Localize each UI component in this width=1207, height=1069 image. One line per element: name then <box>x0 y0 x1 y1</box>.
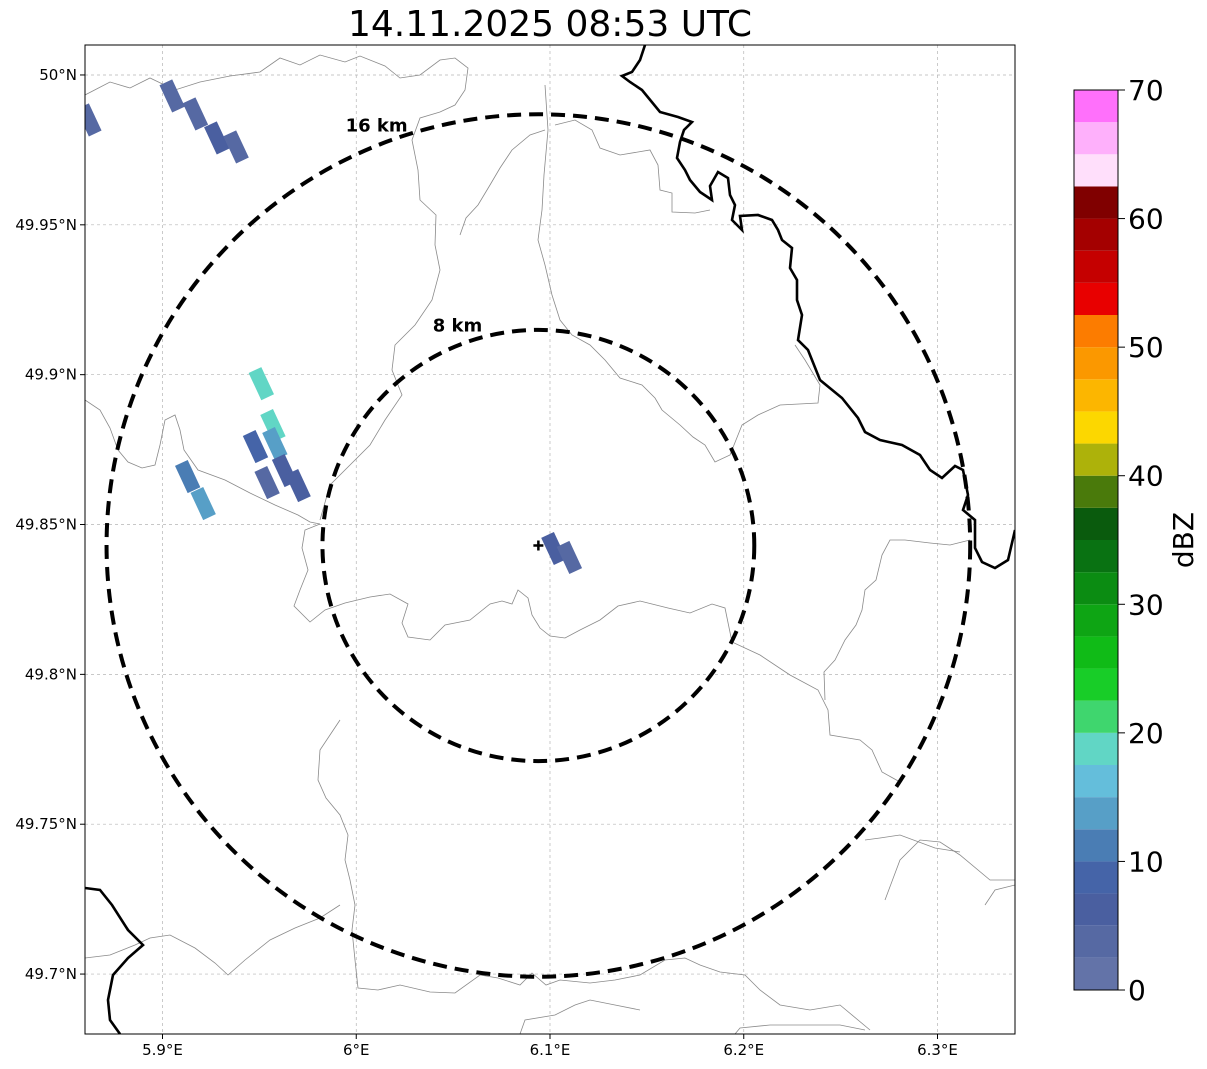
echo-cell-13 <box>190 486 216 521</box>
echo-cell-5 <box>248 367 274 401</box>
lat-tick-label-2: 49.8°N <box>25 665 77 683</box>
colorbar-tick-label-7: 70 <box>1128 74 1164 107</box>
colorbar-segment-16 <box>1074 443 1118 476</box>
colorbar-segment-23 <box>1074 218 1118 251</box>
municipal-boundaries <box>85 54 1015 1034</box>
echo-cell-0 <box>85 103 102 137</box>
echo-cell-6 <box>260 409 286 443</box>
colorbar: 0 10 20 30 40 50 60 70 dBZ <box>1073 74 1200 1007</box>
colorbar-segment-19 <box>1074 347 1118 380</box>
colorbar-segment-9 <box>1074 668 1118 701</box>
echo-cell-15 <box>556 540 583 575</box>
lat-tick-label-6: 50°N <box>39 66 77 84</box>
colorbar-tick-label-6: 60 <box>1128 203 1164 236</box>
colorbar-segment-25 <box>1074 154 1118 187</box>
colorbar-segment-2 <box>1074 893 1118 926</box>
colorbar-tick-label-2: 20 <box>1128 717 1164 750</box>
colorbar-segment-3 <box>1074 861 1118 894</box>
colorbar-segment-4 <box>1074 829 1118 862</box>
range-ring-label-1: 16 km <box>346 116 408 137</box>
colorbar-tick-label-1: 10 <box>1128 845 1164 878</box>
echo-cell-7 <box>242 430 269 464</box>
echo-cell-12 <box>175 460 201 494</box>
lon-tick-label-1: 6°E <box>343 1041 370 1059</box>
colorbar-segment-18 <box>1074 379 1118 412</box>
colorbar-tick-label-3: 30 <box>1128 588 1164 621</box>
colorbar-segment-26 <box>1074 122 1118 155</box>
colorbar-segment-1 <box>1074 925 1118 958</box>
colorbar-segment-20 <box>1074 315 1118 348</box>
lon-tick-label-2: 6.1°E <box>530 1041 571 1059</box>
radar-echoes <box>85 79 583 575</box>
echo-cell-14 <box>541 531 567 566</box>
colorbar-segment-7 <box>1074 732 1118 765</box>
radar-site-marker <box>533 540 544 551</box>
lon-tick-label-3: 6.2°E <box>723 1041 764 1059</box>
colorbar-segment-10 <box>1074 636 1118 669</box>
colorbar-segment-27 <box>1074 90 1118 123</box>
gridlines <box>85 45 1015 1034</box>
colorbar-tick-label-0: 0 <box>1128 974 1146 1007</box>
range-ring-0 <box>320 327 757 764</box>
colorbar-segment-0 <box>1074 957 1118 990</box>
colorbar-tick-label-4: 40 <box>1128 460 1164 493</box>
national-borders <box>85 45 1015 1034</box>
lon-tick-label-0: 5.9°E <box>142 1041 183 1059</box>
colorbar-segment-17 <box>1074 411 1118 444</box>
colorbar-segment-24 <box>1074 186 1118 219</box>
echo-cell-8 <box>262 427 288 461</box>
echo-cell-3 <box>204 121 230 155</box>
colorbar-segment-21 <box>1074 282 1118 315</box>
colorbar-segment-11 <box>1074 604 1118 637</box>
lat-tick-label-3: 49.85°N <box>15 516 77 534</box>
echo-cell-2 <box>182 97 209 131</box>
echo-cell-1 <box>159 79 185 113</box>
colorbar-tick-label-5: 50 <box>1128 331 1164 364</box>
colorbar-segment-13 <box>1074 540 1118 573</box>
colorbar-segment-22 <box>1074 250 1118 283</box>
colorbar-segment-8 <box>1074 700 1118 733</box>
lat-tick-label-5: 49.95°N <box>15 216 77 234</box>
geography-layer <box>85 45 1015 1034</box>
lat-tick-label-4: 49.9°N <box>25 366 77 384</box>
colorbar-segment-15 <box>1074 475 1118 508</box>
range-rings: 8 km 16 km <box>104 112 973 979</box>
colorbar-segment-6 <box>1074 765 1118 798</box>
colorbar-segment-12 <box>1074 572 1118 605</box>
map-title: 14.11.2025 08:53 UTC <box>347 4 753 45</box>
echo-cell-10 <box>254 466 280 500</box>
colorbar-segment-14 <box>1074 507 1118 540</box>
colorbar-frame <box>1073 89 1119 991</box>
colorbar-label: dBZ <box>1167 512 1200 568</box>
axis-ticks: 5.9°E 6°E 6.1°E 6.2°E 6.3°E 49.7°N 49.75°N 49.8… <box>15 66 958 1059</box>
lat-tick-label-1: 49.75°N <box>15 815 77 833</box>
lat-tick-label-0: 49.7°N <box>25 965 77 983</box>
range-ring-1 <box>104 112 973 979</box>
colorbar-segment-5 <box>1074 797 1118 830</box>
echo-cell-4 <box>223 130 249 164</box>
range-ring-label-0: 8 km <box>433 316 483 337</box>
echo-cell-11 <box>285 469 311 503</box>
lon-tick-label-4: 6.3°E <box>917 1041 958 1059</box>
